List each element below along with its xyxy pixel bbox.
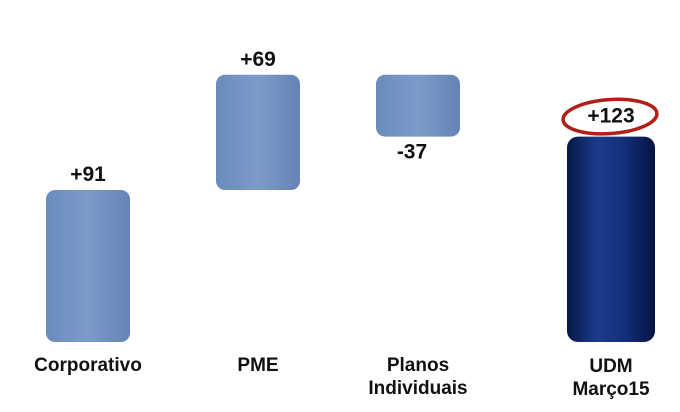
highlight-ring [561,97,659,136]
bar-corporativo [46,190,130,342]
category-label-udm-mar-o15: UDM Março15 [572,356,650,400]
bar-planos-individuais [376,74,460,137]
bar-pme [216,74,300,191]
value-label-planos-individuais: -37 [397,141,427,164]
category-label-pme: PME [237,355,279,376]
category-label-corporativo: Corporativo [34,355,142,376]
category-label-planos-individuais: Planos Individuais [368,355,468,399]
value-label-pme: +69 [240,48,276,71]
value-label-corporativo: +91 [70,163,106,186]
value-label-udm-mar-o15: +123 [587,105,634,128]
bar-udm-mar-o15 [567,136,655,342]
